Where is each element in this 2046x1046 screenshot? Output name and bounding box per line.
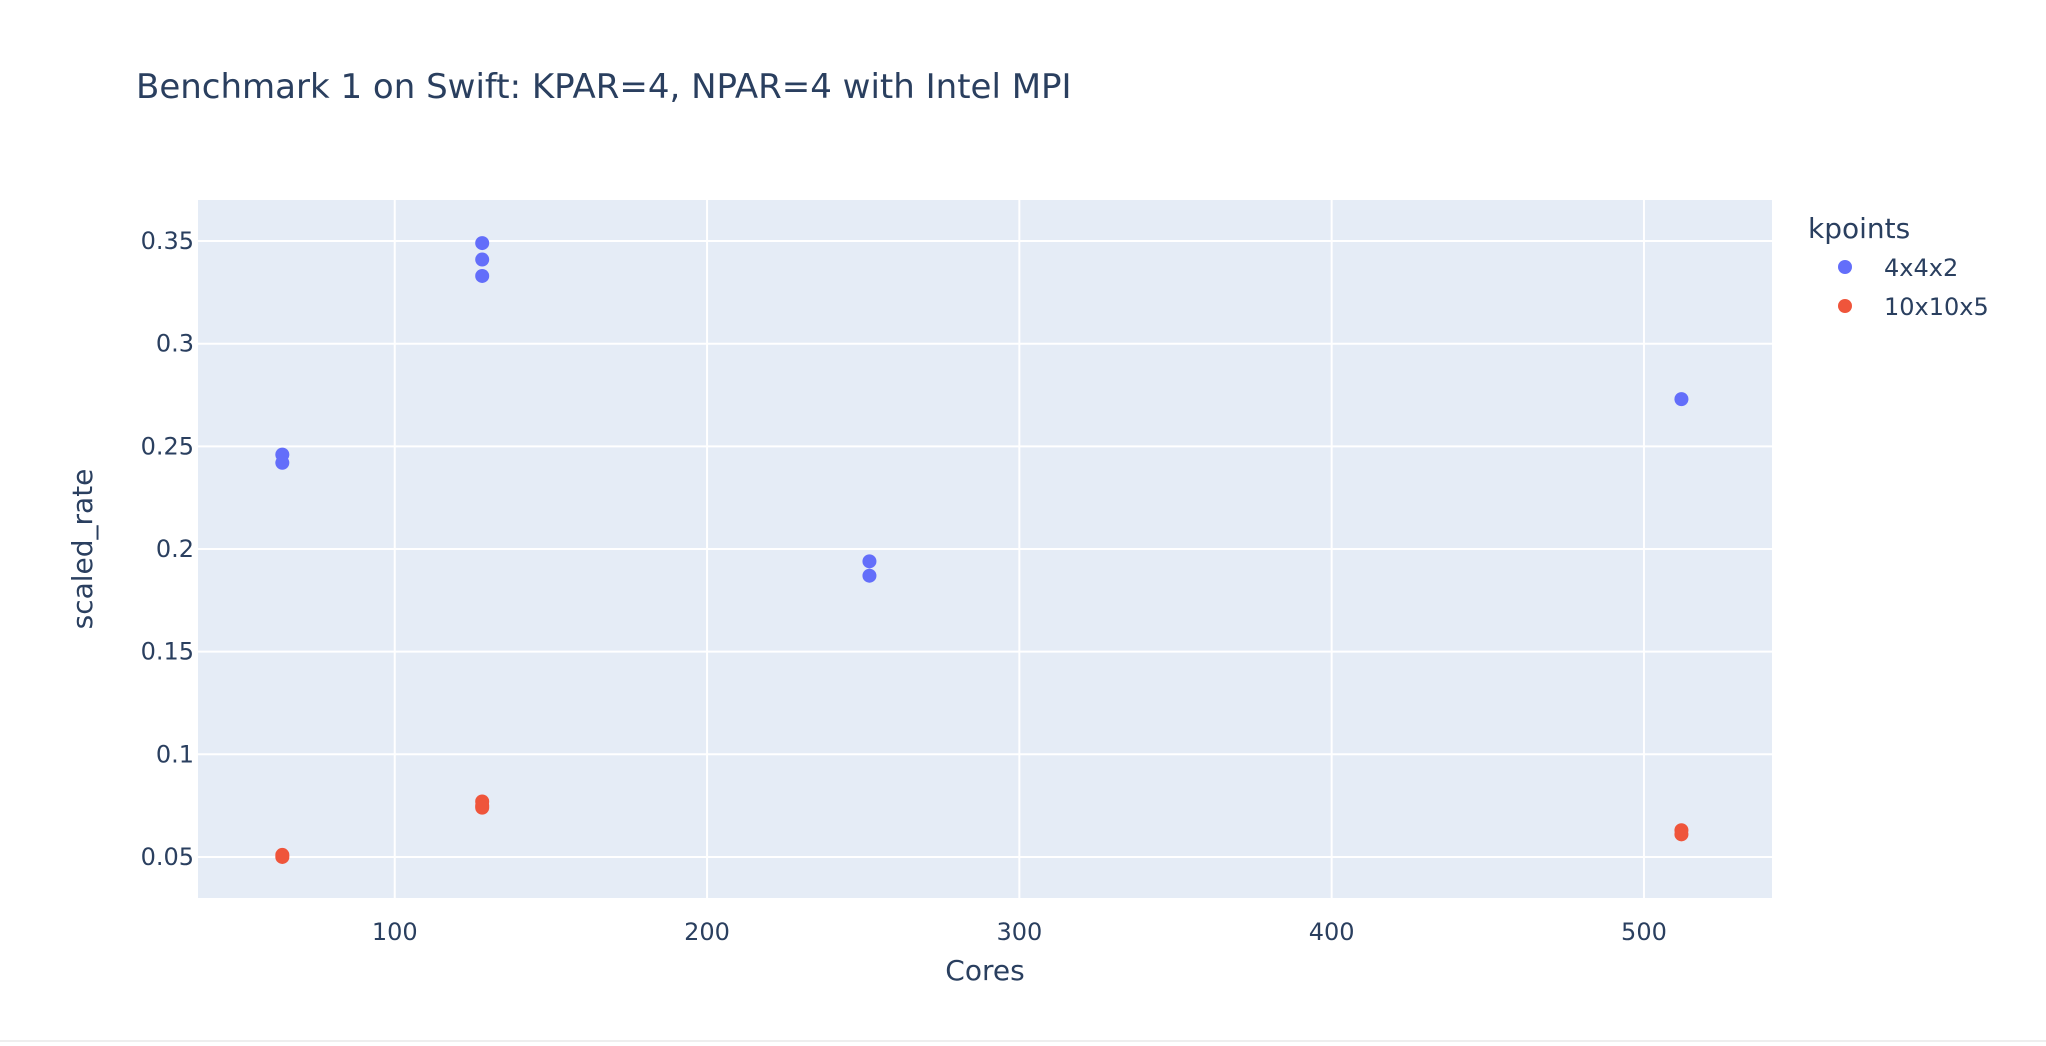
x-axis-title: Cores	[945, 954, 1024, 987]
y-axis-title: scaled_rate	[66, 469, 99, 630]
y-tick-label: 0.05	[141, 843, 194, 871]
x-tick-label: 400	[1309, 918, 1355, 946]
data-point	[475, 236, 490, 251]
data-point	[862, 568, 877, 583]
x-tick-label: 100	[372, 918, 418, 946]
x-tick-label: 500	[1621, 918, 1667, 946]
data-point	[1674, 392, 1689, 407]
legend-label: 10x10x5	[1884, 293, 1989, 321]
data-point	[1674, 827, 1689, 842]
data-point	[862, 554, 877, 569]
data-point	[275, 849, 290, 864]
data-point	[475, 268, 490, 283]
x-tick-label: 300	[996, 918, 1042, 946]
chart-title: Benchmark 1 on Swift: KPAR=4, NPAR=4 wit…	[136, 67, 1072, 107]
x-tick-label: 200	[684, 918, 730, 946]
legend-marker	[1838, 299, 1852, 313]
y-tick-label: 0.15	[141, 638, 194, 666]
legend-label: 4x4x2	[1884, 254, 1958, 282]
data-point	[475, 800, 490, 815]
legend-marker	[1838, 260, 1852, 274]
data-point	[475, 252, 490, 267]
y-tick-label: 0.35	[141, 227, 194, 255]
bottom-divider	[0, 1040, 2046, 1042]
y-tick-label: 0.3	[156, 330, 194, 358]
legend-title: kpoints	[1808, 212, 1910, 245]
data-point	[275, 455, 290, 470]
y-tick-label: 0.2	[156, 535, 194, 563]
y-tick-label: 0.1	[156, 740, 194, 768]
y-tick-label: 0.25	[141, 432, 194, 460]
